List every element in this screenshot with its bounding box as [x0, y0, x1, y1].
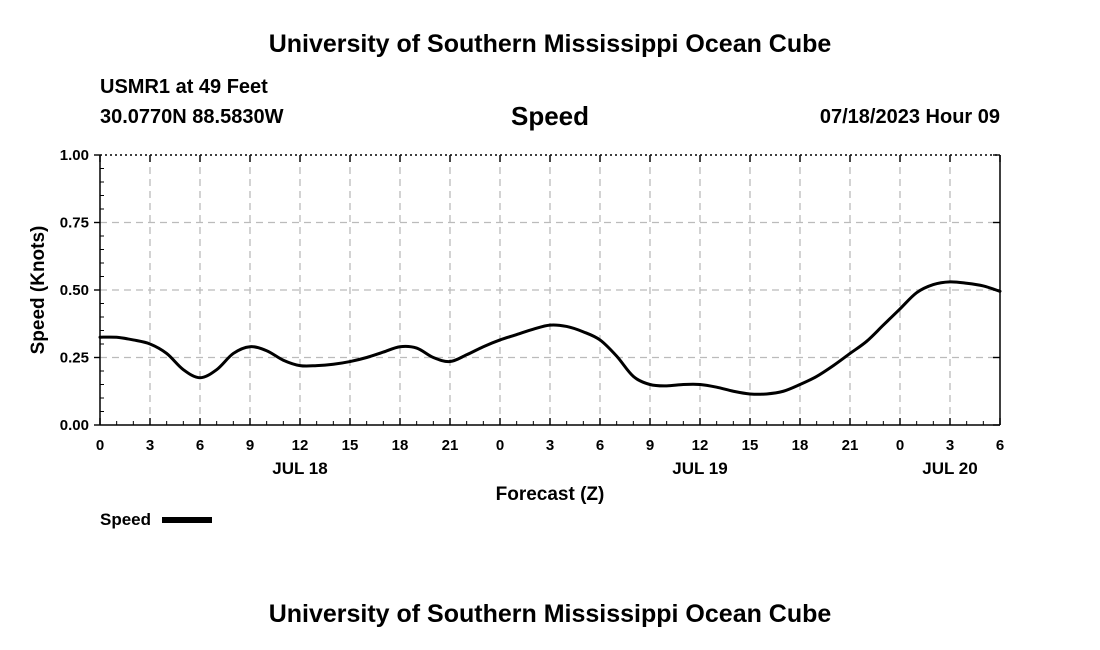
x-tick-label: 15 [342, 437, 359, 454]
y-tick-label: 0.75 [60, 215, 89, 232]
x-tick-label: 21 [842, 437, 859, 454]
x-tick-label: 3 [546, 437, 554, 454]
y-tick-label: 1.00 [60, 147, 89, 164]
legend-line-swatch [162, 517, 212, 523]
x-tick-label: 9 [646, 437, 654, 454]
date-label: JUL 18 [272, 459, 327, 478]
y-tick-label: 0.25 [60, 350, 89, 367]
x-tick-label: 15 [742, 437, 759, 454]
axes [94, 154, 1001, 426]
x-tick-label: 0 [96, 437, 104, 454]
y-axis-label: Speed (Knots) [28, 226, 49, 355]
date-label: JUL 19 [672, 459, 727, 478]
speed-series-line [98, 280, 1002, 396]
x-tick-label: 3 [946, 437, 954, 454]
x-axis-label: Forecast (Z) [496, 484, 605, 505]
chart-title: University of Southern Mississippi Ocean… [268, 30, 832, 58]
x-tick-label: 6 [996, 437, 1004, 454]
y-tick-label: 0.50 [60, 282, 89, 299]
x-tick-label: 12 [292, 437, 309, 454]
x-tick-label: 3 [146, 437, 154, 454]
x-tick-label: 12 [692, 437, 709, 454]
x-tick-label: 21 [442, 437, 459, 454]
grid [100, 155, 1000, 425]
date-label: JUL 20 [922, 459, 977, 478]
x-tick-label: 6 [596, 437, 604, 454]
y-tick-label: 0.00 [60, 417, 89, 434]
x-tick-label: 0 [496, 437, 504, 454]
x-tick-label: 6 [196, 437, 204, 454]
tick-labels: 0 3 6 9 12 15 18 21 0 3 6 9 12 15 18 21 0 3 6 0.00 0.25 0.50 0… [60, 147, 1004, 478]
x-tick-label: 18 [792, 437, 809, 454]
station-label: USMR1 at 49 Feet [100, 76, 268, 98]
legend-label: Speed [100, 510, 152, 529]
x-tick-label: 0 [896, 437, 904, 454]
series [98, 280, 1002, 396]
footer-title: University of Southern Mississippi Ocean… [268, 600, 832, 628]
station-coords: 30.0770N 88.5830W [100, 106, 284, 128]
variable-title: Speed [510, 101, 590, 131]
x-tick-label: 18 [392, 437, 409, 454]
x-tick-label: 9 [246, 437, 254, 454]
forecast-datetime: 07/18/2023 Hour 09 [819, 106, 1000, 128]
